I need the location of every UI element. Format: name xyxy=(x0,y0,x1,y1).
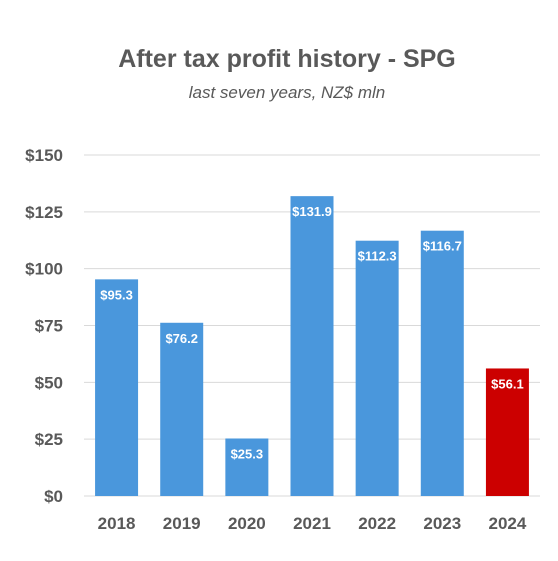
x-tick-label: 2024 xyxy=(489,514,527,533)
bar-2020 xyxy=(225,438,269,496)
bar-2022 xyxy=(355,240,399,496)
x-axis: 2018 2019 2020 2021 2022 2023 2024 xyxy=(98,514,527,533)
x-tick-label: 2021 xyxy=(293,514,331,533)
y-axis: $0 $25 $50 $75 $100 $125 $150 xyxy=(25,146,63,506)
y-tick-label: $75 xyxy=(35,317,63,336)
bar-2023 xyxy=(420,230,464,496)
bar-2021 xyxy=(290,196,334,496)
y-tick-label: $100 xyxy=(25,260,63,279)
x-tick-label: 2020 xyxy=(228,514,266,533)
x-tick-label: 2022 xyxy=(358,514,396,533)
data-label: $116.7 xyxy=(423,239,462,254)
bar-2024 xyxy=(485,368,529,496)
data-label: $131.9 xyxy=(292,204,332,219)
data-label: $95.3 xyxy=(100,287,133,302)
data-label: $76.2 xyxy=(165,331,198,346)
x-tick-label: 2023 xyxy=(423,514,461,533)
bar-2018 xyxy=(95,279,139,496)
y-tick-label: $150 xyxy=(25,146,63,165)
chart-subtitle: last seven years, NZ$ mln xyxy=(189,83,386,102)
bars: $95.3 $76.2 $25.3 $131.9 $112.3 $116.7 $56.1 xyxy=(95,196,529,496)
bar-2019 xyxy=(160,322,204,496)
data-label: $56.1 xyxy=(491,376,524,391)
y-tick-label: $125 xyxy=(25,203,63,222)
x-tick-label: 2018 xyxy=(98,514,136,533)
data-label: $25.3 xyxy=(231,446,264,461)
chart-title: After tax profit history - SPG xyxy=(118,45,456,73)
y-tick-label: $25 xyxy=(35,430,63,449)
data-label: $112.3 xyxy=(358,249,397,264)
y-tick-label: $0 xyxy=(44,487,63,506)
y-tick-label: $50 xyxy=(35,373,63,392)
x-tick-label: 2019 xyxy=(163,514,201,533)
